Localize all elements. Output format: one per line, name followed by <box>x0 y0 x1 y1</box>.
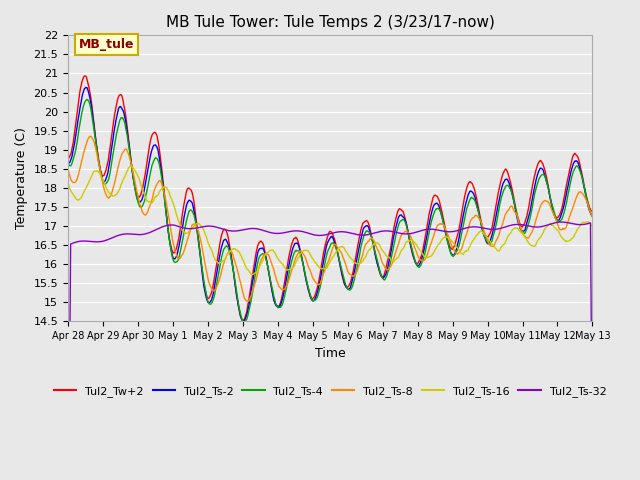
X-axis label: Time: Time <box>315 347 346 360</box>
Legend: Tul2_Tw+2, Tul2_Ts-2, Tul2_Ts-4, Tul2_Ts-8, Tul2_Ts-16, Tul2_Ts-32: Tul2_Tw+2, Tul2_Ts-2, Tul2_Ts-4, Tul2_Ts… <box>50 382 611 401</box>
Y-axis label: Temperature (C): Temperature (C) <box>15 127 28 229</box>
Text: MB_tule: MB_tule <box>79 38 134 51</box>
Title: MB Tule Tower: Tule Temps 2 (3/23/17-now): MB Tule Tower: Tule Temps 2 (3/23/17-now… <box>166 15 495 30</box>
